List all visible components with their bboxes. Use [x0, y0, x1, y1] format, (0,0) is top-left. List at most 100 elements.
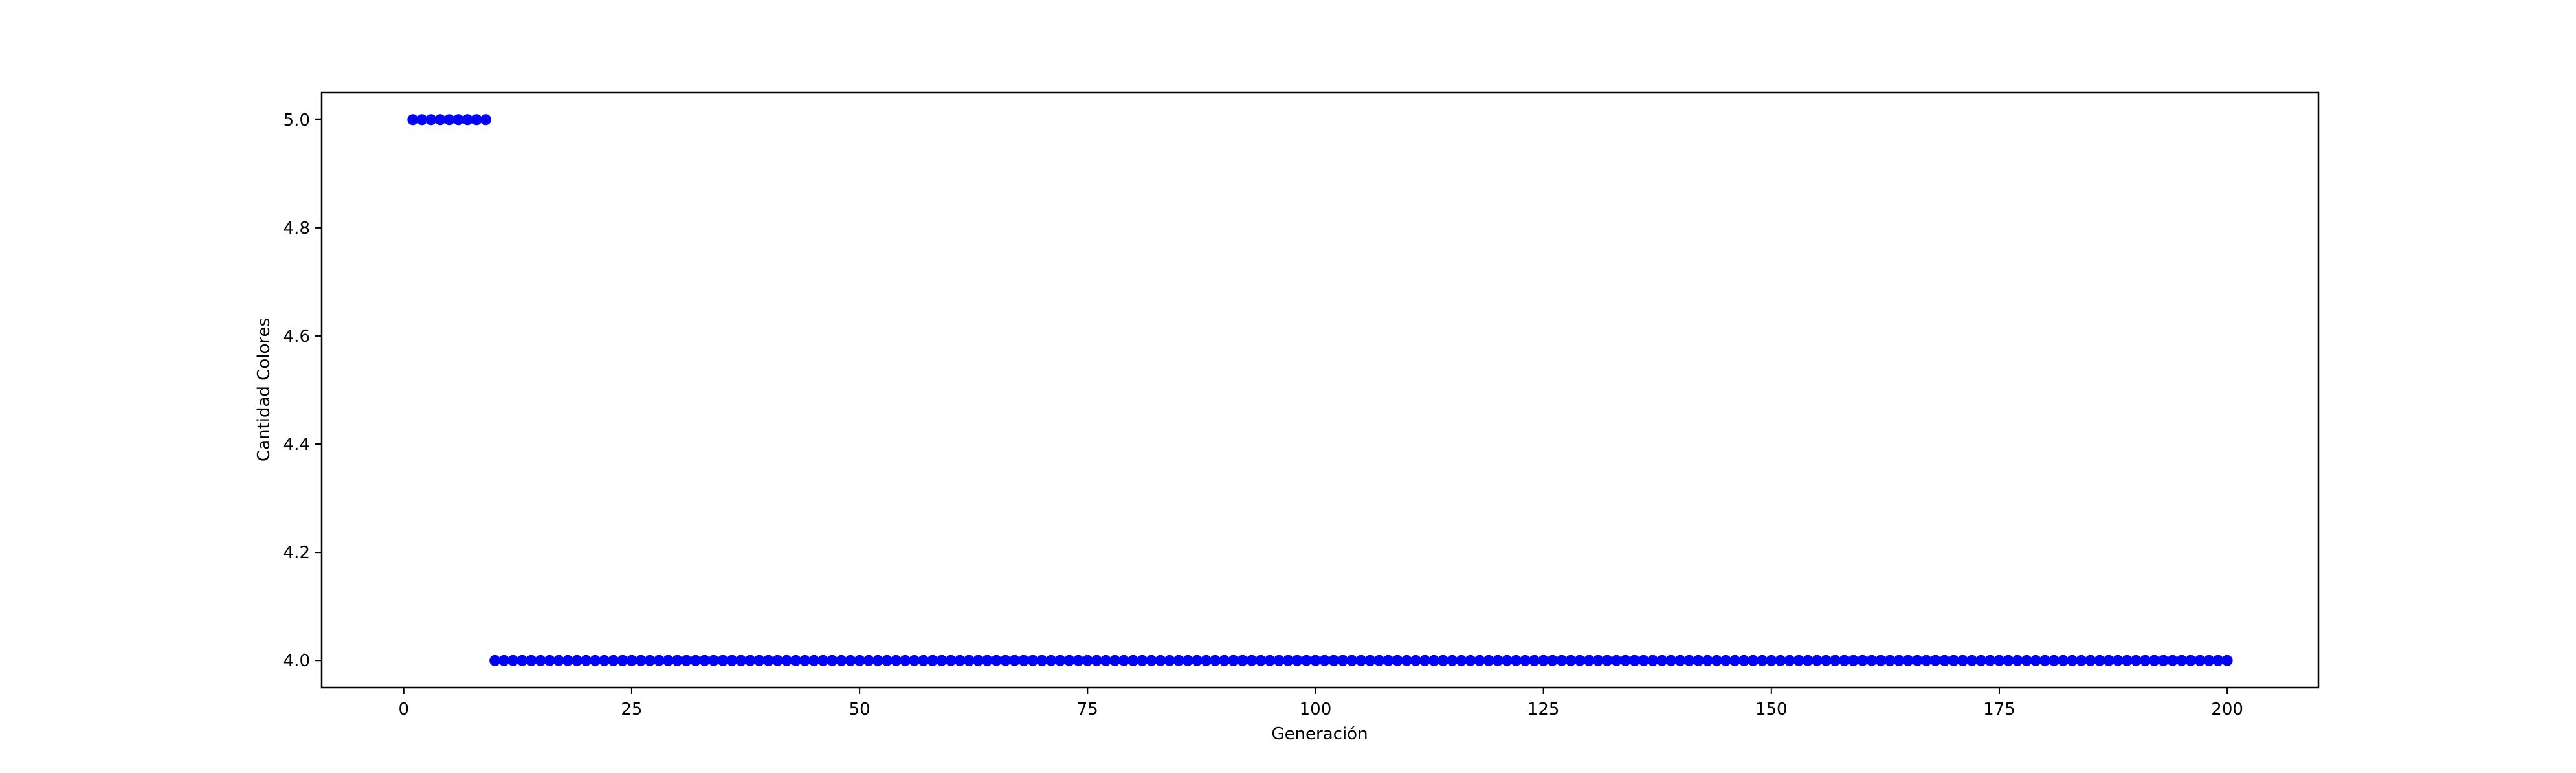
data-point: [881, 655, 893, 666]
y-tick-label: 4.8: [283, 219, 310, 238]
data-point: [2176, 655, 2188, 666]
data-point: [772, 655, 783, 666]
data-point: [1601, 655, 1613, 666]
data-point: [1438, 655, 1449, 666]
data-point: [599, 655, 610, 666]
data-point: [1811, 655, 1823, 666]
data-point: [1565, 655, 1577, 666]
data-point: [753, 655, 765, 666]
x-tick-label: 175: [1983, 700, 2015, 719]
data-point: [2221, 655, 2233, 666]
data-point: [1456, 655, 1467, 666]
data-point: [407, 114, 419, 126]
data-point: [1300, 655, 1312, 666]
data-point: [1000, 655, 1012, 666]
data-point: [744, 655, 756, 666]
data-point: [1419, 655, 1430, 666]
x-axis-ticks: 0 25 50 75 100 125 150 175 200: [399, 688, 2243, 719]
data-point: [1875, 655, 1887, 666]
data-point: [1447, 655, 1458, 666]
data-point: [863, 655, 874, 666]
x-tick-label: 125: [1527, 700, 1560, 719]
data-point: [471, 114, 482, 126]
data-point: [1893, 655, 1905, 666]
data-point: [808, 655, 820, 666]
data-point: [1920, 655, 1932, 666]
data-point: [662, 655, 674, 666]
data-point: [498, 655, 510, 666]
data-point: [1237, 655, 1249, 666]
data-point: [1628, 655, 1640, 666]
data-point: [699, 655, 711, 666]
data-point: [1246, 655, 1258, 666]
data-point: [1063, 655, 1075, 666]
data-point: [1118, 655, 1130, 666]
y-axis-label: Cantidad Colores: [254, 318, 274, 462]
data-point: [854, 655, 865, 666]
data-point: [1501, 655, 1513, 666]
data-point: [1984, 655, 1996, 666]
data-point: [1929, 655, 1941, 666]
data-point: [1911, 655, 1923, 666]
data-point: [2130, 655, 2142, 666]
data-point: [1045, 655, 1057, 666]
data-point: [535, 655, 546, 666]
x-tick-label: 0: [399, 700, 410, 719]
data-point: [1693, 655, 1704, 666]
data-point: [1392, 655, 1403, 666]
data-point: [717, 655, 729, 666]
data-point: [2148, 655, 2160, 666]
data-point: [1519, 655, 1531, 666]
data-point: [817, 655, 829, 666]
data-point: [1957, 655, 1969, 666]
data-point: [1838, 655, 1850, 666]
data-point: [2085, 655, 2096, 666]
x-tick-label: 75: [1077, 700, 1098, 719]
data-point: [890, 655, 902, 666]
data-point: [1410, 655, 1421, 666]
data-point: [1228, 655, 1239, 666]
data-point: [726, 655, 738, 666]
data-point: [1337, 655, 1349, 666]
data-point: [2212, 655, 2224, 666]
y-tick-label: 5.0: [283, 111, 310, 130]
data-point: [617, 655, 628, 666]
data-point: [2076, 655, 2087, 666]
data-point: [1748, 655, 1759, 666]
data-point: [1775, 655, 1786, 666]
data-point: [1401, 655, 1412, 666]
data-point: [1720, 655, 1731, 666]
data-point: [1009, 655, 1021, 666]
data-point: [1729, 655, 1740, 666]
y-tick-label: 4.2: [283, 543, 310, 563]
data-point: [1255, 655, 1267, 666]
data-point: [900, 655, 911, 666]
data-point: [2121, 655, 2133, 666]
data-point: [1583, 655, 1595, 666]
data-point: [1610, 655, 1622, 666]
data-point: [1219, 655, 1230, 666]
data-point: [1346, 655, 1358, 666]
data-point: [1328, 655, 1340, 666]
data-point: [1191, 655, 1203, 666]
data-point: [1382, 655, 1394, 666]
data-point: [1902, 655, 1914, 666]
data-point: [1574, 655, 1586, 666]
y-tick-label: 4.0: [283, 651, 310, 671]
data-point: [653, 655, 665, 666]
data-point: [972, 655, 984, 666]
data-point: [2058, 655, 2069, 666]
data-point: [626, 655, 638, 666]
data-point: [489, 655, 501, 666]
data-point: [2203, 655, 2215, 666]
data-point: [954, 655, 966, 666]
data-point: [1966, 655, 1978, 666]
plot-area: [322, 93, 2318, 688]
data-point: [2103, 655, 2115, 666]
data-point: [608, 655, 619, 666]
data-point: [425, 114, 437, 126]
data-point: [571, 655, 583, 666]
data-point: [1264, 655, 1276, 666]
data-point: [1309, 655, 1321, 666]
